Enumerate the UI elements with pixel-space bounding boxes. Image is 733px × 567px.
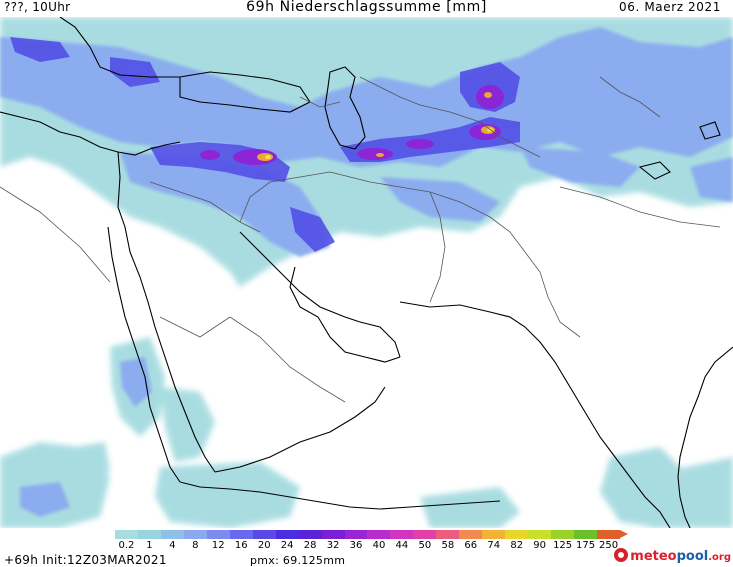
legend-tick-label: 250 (598, 540, 619, 551)
map-title: 69h Niederschlagssumme [mm] (246, 0, 487, 15)
legend-color-segment (252, 530, 276, 539)
legend-color-segment (436, 530, 460, 539)
run-info: +69h Init:12Z03MAR2021 (4, 553, 167, 567)
coastlines (0, 17, 733, 528)
forecast-date: 06. Maerz 2021 (619, 0, 721, 14)
legend-color-segment (229, 530, 253, 539)
valid-time-label: ???, 10Uhr (4, 0, 71, 14)
legend-color-segment (413, 530, 437, 539)
legend-tick-label: 82 (510, 540, 524, 551)
legend-color-segment (390, 530, 414, 539)
legend-tick-label: 40 (372, 540, 386, 551)
legend-color-segment (597, 530, 620, 539)
legend-tick-label: 4 (169, 540, 176, 551)
legend-ticks: 0.2 1 4 8 12 16 20 24 28 32 36 40 44 50 58 66 74 82 90 125 1… (0, 540, 733, 552)
brand-logo[interactable]: meteopool.org (614, 548, 731, 564)
legend-color-segment (115, 530, 138, 539)
legend-tick-label: 0.2 (118, 540, 135, 551)
legend-tick-label: 24 (280, 540, 294, 551)
brand-name-part1: meteo (630, 549, 677, 564)
legend-tick-label: 28 (303, 540, 317, 551)
country-borders (0, 76, 721, 403)
legend-tick-label: 32 (326, 540, 340, 551)
legend-colorbar (115, 530, 628, 539)
legend-color-segment (482, 530, 506, 539)
legend-tick-label: 16 (234, 540, 248, 551)
legend-tick-label: 20 (257, 540, 271, 551)
legend-color-segment (574, 530, 598, 539)
max-precip-label: pmx: 69.125mm (250, 554, 346, 567)
legend-color-segment (183, 530, 207, 539)
legend-tick-label: 90 (533, 540, 547, 551)
legend-tick-label: 36 (349, 540, 363, 551)
legend-tick-label: 12 (211, 540, 225, 551)
legend-color-segment (528, 530, 552, 539)
legend-color-segment (160, 530, 184, 539)
color-legend: 0.2 1 4 8 12 16 20 24 28 32 36 40 44 50 58 66 74 82 90 125 1… (0, 528, 733, 567)
brand-domain: .org (708, 552, 731, 563)
legend-color-segment (344, 530, 368, 539)
legend-color-segment (551, 530, 575, 539)
legend-color-segment (505, 530, 529, 539)
legend-color-segment (298, 530, 322, 539)
legend-color-segment (206, 530, 230, 539)
legend-tick-label: 74 (487, 540, 501, 551)
legend-tick-label: 8 (192, 540, 199, 551)
meteopool-logo-icon (614, 548, 629, 562)
legend-tick-label: 66 (464, 540, 478, 551)
legend-color-segment (459, 530, 483, 539)
legend-color-segment (321, 530, 345, 539)
legend-color-segment (367, 530, 391, 539)
legend-color-segment (275, 530, 299, 539)
legend-tick-label: 44 (395, 540, 409, 551)
legend-tick-label: 1 (146, 540, 153, 551)
legend-tick-label: 125 (553, 540, 573, 551)
precipitation-map (0, 17, 733, 528)
brand-name-part2: pool (676, 549, 709, 564)
legend-arrow-tip (619, 530, 628, 538)
legend-tick-label: 50 (418, 540, 432, 551)
legend-tick-label: 58 (441, 540, 455, 551)
legend-color-segment (137, 530, 161, 539)
legend-tick-label: 175 (576, 540, 596, 551)
